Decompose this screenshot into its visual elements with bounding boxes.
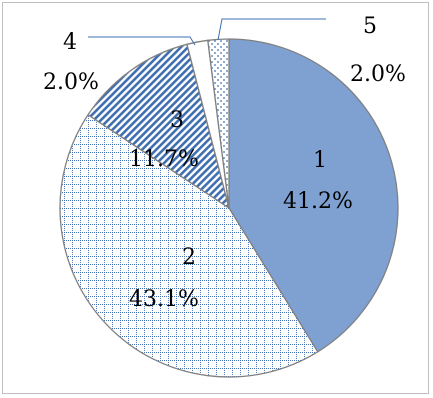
- slice-label-1-value: 41.2%: [283, 189, 353, 214]
- slice-label-4-category: 4: [63, 30, 77, 55]
- leader-line-4: [88, 36, 196, 46]
- slice-label-4-value: 2.0%: [43, 70, 99, 95]
- slice-label-1-category: 1: [313, 148, 327, 173]
- slice-label-2-value: 43.1%: [129, 287, 199, 312]
- pie-slice-3: [87, 43, 230, 209]
- slice-label-2-category: 2: [182, 245, 196, 270]
- leader-line-5: [217, 18, 326, 41]
- pie-slice-2: [59, 114, 319, 378]
- pie-slice-1: [228, 38, 399, 353]
- slice-label-3-value: 11.7%: [129, 147, 199, 172]
- slice-label-3-category: 3: [170, 108, 184, 133]
- slice-label-5-category: 5: [363, 14, 377, 39]
- slice-label-5-value: 2.0%: [350, 62, 406, 87]
